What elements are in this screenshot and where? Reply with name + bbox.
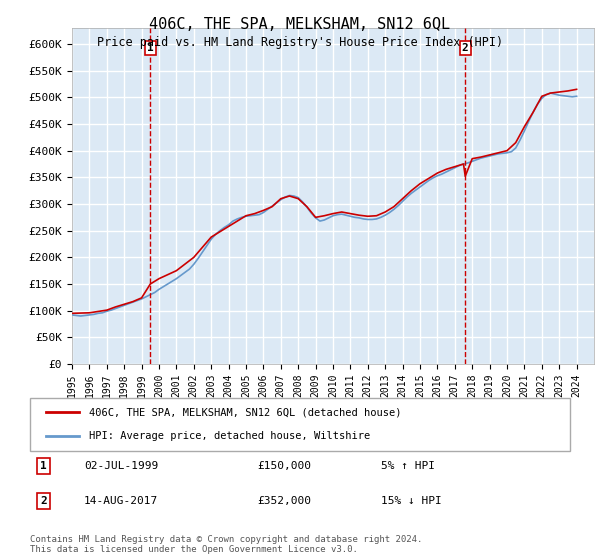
Text: 2: 2 [40,496,47,506]
Text: HPI: Average price, detached house, Wiltshire: HPI: Average price, detached house, Wilt… [89,431,371,441]
Text: 1: 1 [147,43,154,53]
FancyBboxPatch shape [30,398,570,451]
Text: Contains HM Land Registry data © Crown copyright and database right 2024.
This d: Contains HM Land Registry data © Crown c… [30,535,422,554]
Text: 5% ↑ HPI: 5% ↑ HPI [381,461,435,471]
Text: 406C, THE SPA, MELKSHAM, SN12 6QL (detached house): 406C, THE SPA, MELKSHAM, SN12 6QL (detac… [89,408,402,418]
Text: 14-AUG-2017: 14-AUG-2017 [84,496,158,506]
Text: £352,000: £352,000 [257,496,311,506]
Text: 15% ↓ HPI: 15% ↓ HPI [381,496,442,506]
Text: Price paid vs. HM Land Registry's House Price Index (HPI): Price paid vs. HM Land Registry's House … [97,36,503,49]
Text: £150,000: £150,000 [257,461,311,471]
Text: 2: 2 [462,43,469,53]
Text: 1: 1 [40,461,47,471]
Text: 406C, THE SPA, MELKSHAM, SN12 6QL: 406C, THE SPA, MELKSHAM, SN12 6QL [149,17,451,32]
Text: 02-JUL-1999: 02-JUL-1999 [84,461,158,471]
